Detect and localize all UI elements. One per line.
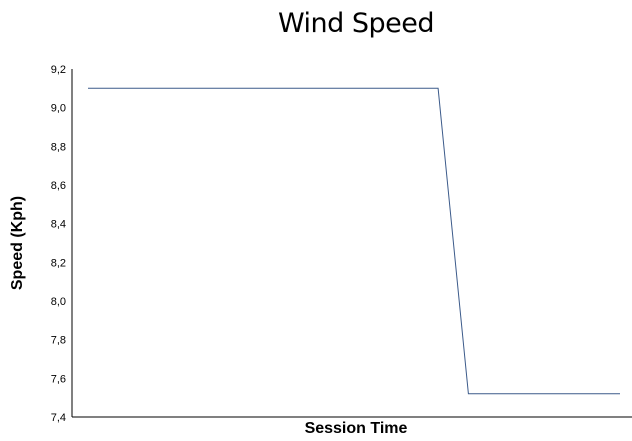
series-line (88, 87, 620, 395)
y-tick-label: 7,6 (51, 373, 66, 385)
y-tick-label: 8,2 (51, 257, 66, 269)
x-axis-label: Session Time (304, 420, 408, 437)
y-tick-label: 9,2 (51, 64, 66, 76)
chart-title: Wind Speed (277, 8, 435, 39)
y-tick-label: 8,8 (51, 141, 66, 153)
y-tick-label: 8,4 (51, 219, 66, 231)
y-tick-label: 9,0 (51, 103, 66, 115)
y-tick-label: 8,0 (51, 296, 66, 308)
y-tick-labels: 7,4 7,6 7,8 8,0 8,2 8,4 8,6 8,8 9,0 9,2 (51, 64, 66, 424)
y-tick-label: 8,6 (51, 180, 66, 192)
y-tick-label: 7,4 (51, 412, 66, 424)
y-tick-label: 7,8 (51, 335, 66, 347)
